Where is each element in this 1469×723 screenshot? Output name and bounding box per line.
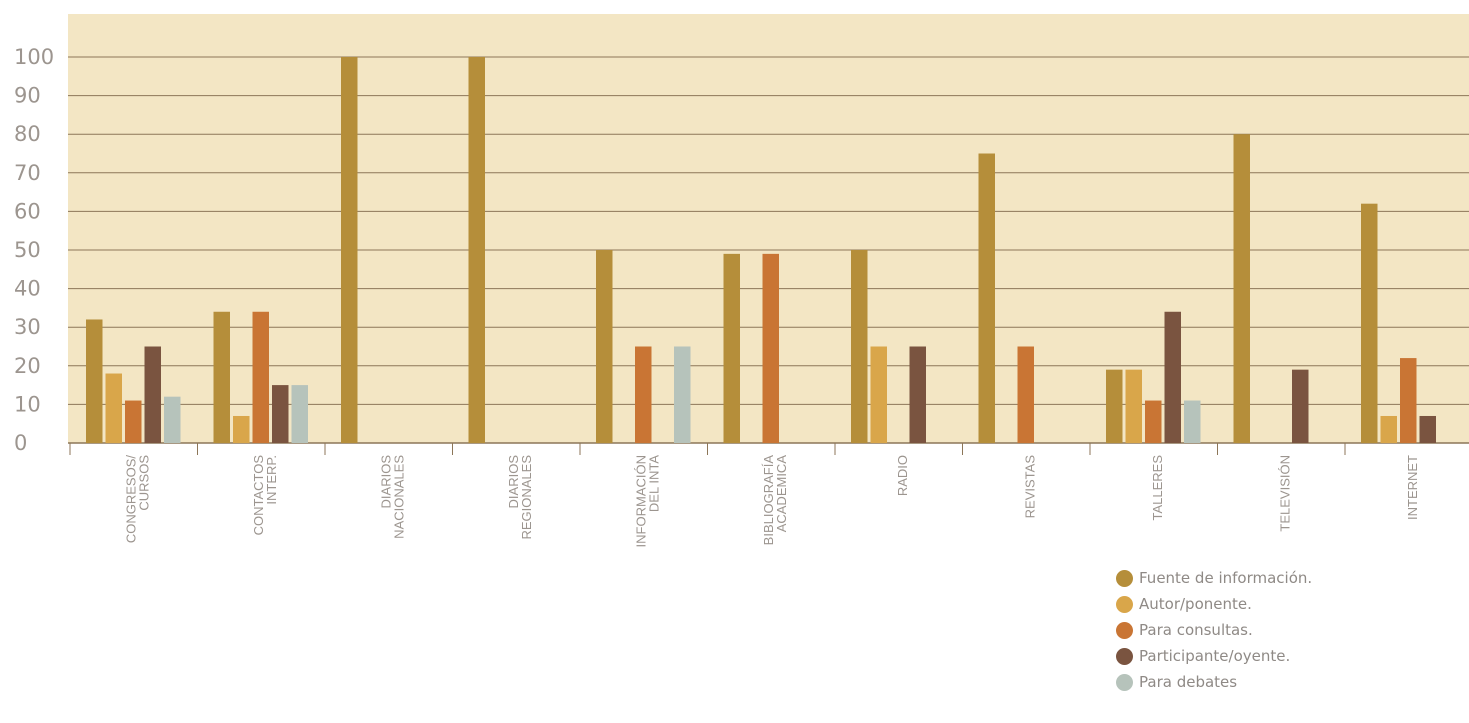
y-tick-label: 100 <box>14 45 54 69</box>
bar <box>164 396 181 443</box>
y-tick-label: 20 <box>14 354 41 378</box>
y-tick-label: 80 <box>14 122 41 146</box>
bar <box>635 346 652 443</box>
x-tick-label: INTERP. <box>264 455 279 505</box>
x-axis-tick-marks <box>69 443 1346 455</box>
bar <box>341 57 358 443</box>
y-tick-label: 10 <box>14 392 41 416</box>
legend: Fuente de información. Autor/ponente. Para… <box>1116 565 1312 695</box>
x-tick-label: TELEVISIÓN <box>1277 455 1292 532</box>
x-tick-label: CONGRESOS/ <box>123 455 138 544</box>
x-tick-label: CURSOS <box>136 455 151 511</box>
bar <box>978 153 995 443</box>
x-tick-label: DEL INTA <box>646 455 661 512</box>
bar <box>1292 369 1309 443</box>
y-tick-label: 90 <box>14 84 41 108</box>
x-tick-label: REGIONALES <box>519 455 534 540</box>
legend-swatch-icon <box>1116 673 1133 691</box>
bar <box>1125 369 1142 443</box>
x-tick-label: NACIONALES <box>391 455 406 539</box>
bar <box>272 385 289 443</box>
bar <box>1164 311 1181 443</box>
legend-item: Para consultas. <box>1116 617 1312 643</box>
y-tick-label: 40 <box>14 277 41 301</box>
bar <box>125 400 142 443</box>
y-tick-label: 50 <box>14 238 41 262</box>
legend-swatch-icon <box>1116 621 1133 639</box>
bar <box>723 253 740 443</box>
legend-item: Fuente de información. <box>1116 565 1312 591</box>
bar <box>851 250 868 443</box>
y-tick-label: 70 <box>14 161 41 185</box>
bar <box>1184 400 1201 443</box>
legend-swatch-icon <box>1116 569 1133 587</box>
bar <box>233 415 250 443</box>
x-tick-label: DIARIOS <box>506 455 521 509</box>
bar <box>105 373 122 443</box>
bar <box>468 57 485 443</box>
x-tick-label: CONTACTOS <box>251 455 266 536</box>
legend-item: Participante/oyente. <box>1116 643 1312 669</box>
legend-label: Participante/oyente. <box>1139 647 1291 665</box>
y-tick-label: 0 <box>14 431 27 455</box>
bar <box>909 346 926 443</box>
bar <box>1400 358 1417 443</box>
bar <box>596 250 613 443</box>
bar <box>674 346 691 443</box>
bar <box>1106 369 1123 443</box>
x-tick-label: INTERNET <box>1405 455 1420 520</box>
bar <box>870 346 887 443</box>
bar <box>762 253 779 443</box>
legend-label: Para consultas. <box>1139 621 1253 639</box>
bar <box>1361 203 1378 443</box>
legend-item: Para debates <box>1116 669 1312 695</box>
legend-label: Autor/ponente. <box>1139 595 1252 613</box>
bar <box>144 346 161 443</box>
x-tick-label: DIARIOS <box>378 455 393 509</box>
bar <box>291 385 308 443</box>
bar <box>1380 415 1397 443</box>
legend-label: Fuente de información. <box>1139 569 1313 587</box>
bars <box>86 57 1436 443</box>
x-tick-label: ACADEMICA <box>774 455 789 533</box>
bar <box>252 311 269 443</box>
bar <box>1145 400 1162 443</box>
legend-label: Para debates <box>1139 673 1238 691</box>
bar <box>213 311 230 443</box>
x-tick-label: RADIO <box>895 455 910 496</box>
y-tick-label: 60 <box>14 199 41 223</box>
x-tick-label: INFORMACIÓN <box>633 455 648 547</box>
legend-swatch-icon <box>1116 595 1133 613</box>
x-tick-label: TALLERES <box>1150 455 1165 521</box>
x-tick-label: REVISTAS <box>1022 455 1037 519</box>
x-tick-label: BIBLIOGRAFÍA <box>761 455 776 546</box>
y-tick-label: 30 <box>14 315 41 339</box>
legend-swatch-icon <box>1116 647 1133 665</box>
bar <box>86 319 103 443</box>
y-axis-tick-labels: 0 10 20 30 40 50 60 70 80 90 100 <box>14 45 54 455</box>
bar <box>1419 415 1436 443</box>
bar <box>1233 134 1250 443</box>
bar <box>1017 346 1034 443</box>
legend-item: Autor/ponente. <box>1116 591 1312 617</box>
